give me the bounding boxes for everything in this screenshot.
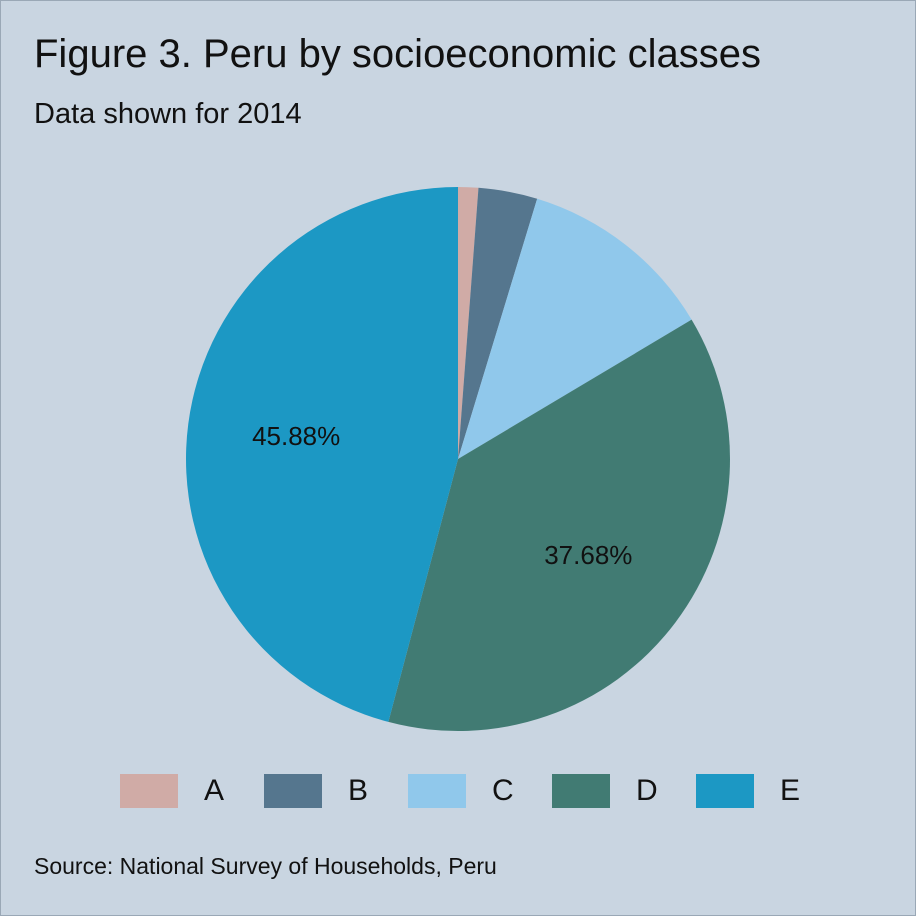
legend-item-d: D <box>552 774 696 808</box>
legend-label: B <box>348 774 369 807</box>
pie-slice-e <box>185 187 458 722</box>
legend-item-b: B <box>264 774 408 808</box>
pie-slice-a <box>458 187 479 459</box>
legend-item-e: E <box>696 774 840 808</box>
legend-swatch <box>552 774 610 808</box>
legend-swatch <box>120 774 178 808</box>
legend-item-a: A <box>120 774 264 808</box>
chart-subtitle: Data shown for 2014 <box>34 98 302 130</box>
legend-swatch <box>264 774 322 808</box>
legend-label: A <box>204 774 225 807</box>
pie-slice-b <box>458 187 538 460</box>
legend-item-c: C <box>408 774 552 808</box>
legend-swatch <box>696 774 754 808</box>
pie-slice-c <box>458 198 692 459</box>
source-note: Source: National Survey of Households, P… <box>34 853 497 879</box>
legend-label: E <box>780 774 801 807</box>
legend-label: C <box>492 774 514 807</box>
legend-swatch <box>408 774 466 808</box>
data-label-d: 37.68% <box>544 540 632 570</box>
pie-slice-d <box>388 319 730 732</box>
data-label-e: 45.88% <box>252 421 340 451</box>
legend: A B C D E <box>120 774 840 808</box>
chart-title: Figure 3. Peru by socioeconomic classes <box>34 32 761 76</box>
legend-label: D <box>636 774 658 807</box>
